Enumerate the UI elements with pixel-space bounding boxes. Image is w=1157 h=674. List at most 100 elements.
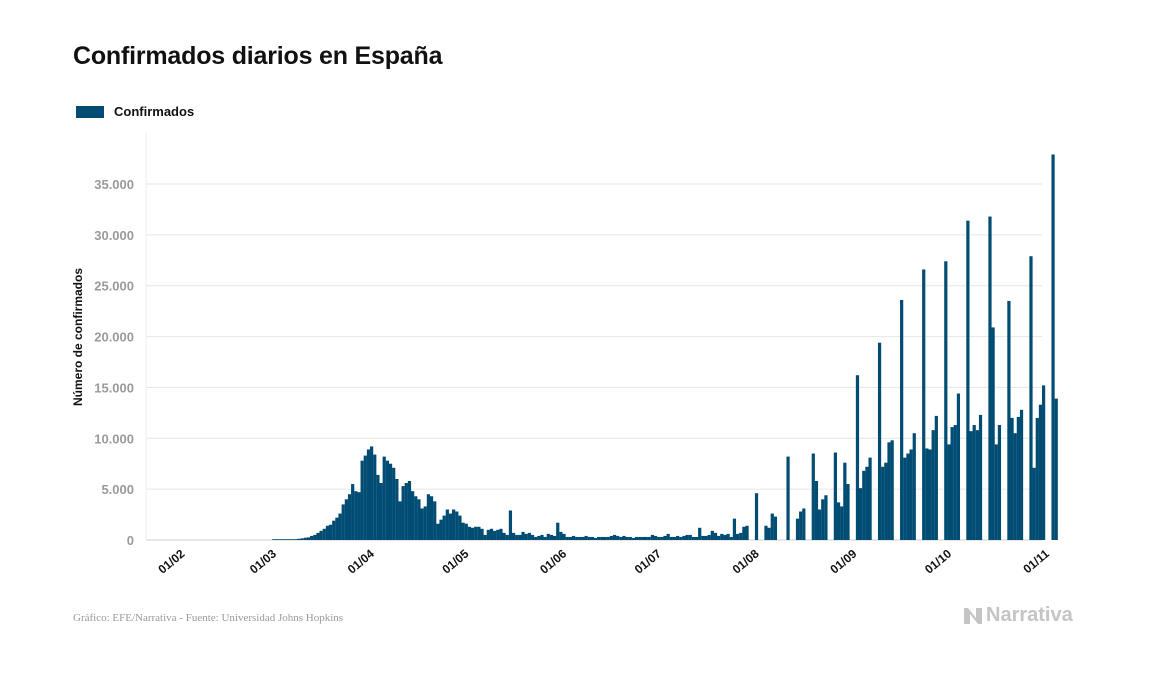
bar — [922, 269, 926, 540]
y-tick-label: 30.000 — [94, 228, 134, 243]
bar — [461, 522, 465, 540]
bar — [407, 481, 412, 540]
bar — [303, 537, 307, 540]
bar — [635, 536, 639, 540]
bar — [606, 536, 610, 540]
legend-label: Confirmados — [114, 104, 195, 119]
bar — [287, 539, 292, 540]
bar — [363, 455, 367, 540]
bar — [294, 539, 298, 540]
bar — [521, 531, 525, 540]
bar — [439, 519, 443, 540]
x-tick-label: 01/09 — [827, 546, 859, 576]
bar — [900, 299, 904, 540]
chart-title: Confirmados diarios en España — [73, 42, 443, 70]
bar — [840, 506, 844, 540]
bar — [1029, 256, 1033, 540]
bar — [947, 444, 951, 540]
y-axis: 0 5.000 10.000 15.000 20.000 25.000 30.000 35.0… — [94, 177, 134, 548]
bar — [429, 496, 434, 540]
bar — [641, 536, 645, 540]
bar — [887, 442, 891, 540]
legend-swatch — [76, 105, 104, 118]
bar — [313, 534, 317, 540]
bar — [483, 534, 487, 540]
bar — [395, 478, 399, 540]
bar — [628, 536, 632, 540]
bar — [865, 466, 869, 540]
bar — [549, 534, 554, 540]
bar — [411, 491, 415, 540]
bar — [710, 530, 714, 540]
bar — [556, 522, 560, 540]
bar — [969, 431, 973, 540]
bar — [360, 460, 364, 540]
bar — [660, 536, 664, 540]
bar — [319, 530, 323, 540]
brand-label: Narrativa — [986, 604, 1073, 626]
bar — [568, 536, 572, 540]
bar — [754, 493, 759, 540]
bar — [420, 508, 424, 540]
bar — [647, 536, 651, 540]
bar — [862, 470, 866, 540]
source-footer: Gráfico: EFE/Narrativa - Fuente: Univers… — [73, 612, 344, 624]
bar — [401, 486, 405, 540]
bar — [527, 532, 531, 540]
bar — [338, 513, 342, 540]
bar — [679, 536, 683, 540]
bar — [1032, 467, 1036, 540]
bar — [767, 527, 771, 540]
bar — [975, 430, 979, 540]
bar — [814, 481, 819, 540]
bar — [477, 526, 481, 540]
bar — [366, 449, 371, 540]
bar — [818, 509, 822, 540]
bar — [537, 535, 541, 540]
bar — [666, 533, 670, 540]
bar — [704, 535, 708, 540]
bar — [275, 539, 279, 540]
bar — [799, 511, 803, 540]
bar — [682, 535, 686, 540]
bar — [956, 393, 961, 540]
bar — [821, 499, 825, 540]
bar — [470, 527, 475, 540]
bar — [499, 528, 503, 540]
bar — [770, 513, 774, 540]
bar — [486, 529, 490, 540]
bar — [802, 508, 806, 540]
x-axis: 01/02 01/03 01/04 01/05 01/06 01/07 01/08 01/09… — [155, 546, 1052, 576]
bar — [745, 525, 749, 540]
bar — [1016, 416, 1020, 540]
bar — [912, 433, 916, 540]
bar — [717, 535, 721, 540]
bar — [991, 327, 995, 540]
bar — [877, 342, 882, 540]
legend: Confirmados — [76, 104, 194, 119]
bar — [571, 535, 576, 540]
bar — [953, 425, 957, 540]
bar — [723, 534, 727, 540]
x-tick-label: 01/04 — [345, 546, 377, 576]
bar — [332, 520, 336, 540]
narrativa-logo-icon — [964, 607, 982, 624]
bar — [354, 491, 358, 540]
bar — [653, 535, 658, 540]
bar — [944, 261, 948, 540]
bar — [448, 513, 453, 540]
bar — [638, 536, 642, 540]
bar — [994, 444, 998, 540]
y-tick-label: 15.000 — [94, 380, 134, 395]
bar — [868, 457, 872, 540]
bar — [707, 534, 711, 540]
y-tick-label: 10.000 — [94, 431, 134, 446]
bar — [1019, 409, 1024, 540]
bar — [335, 517, 339, 540]
bar — [928, 449, 932, 540]
bar — [344, 499, 348, 540]
bar — [881, 466, 885, 540]
bar — [669, 536, 673, 540]
bar — [392, 467, 396, 540]
brand-logo: Narrativa — [963, 604, 1073, 627]
